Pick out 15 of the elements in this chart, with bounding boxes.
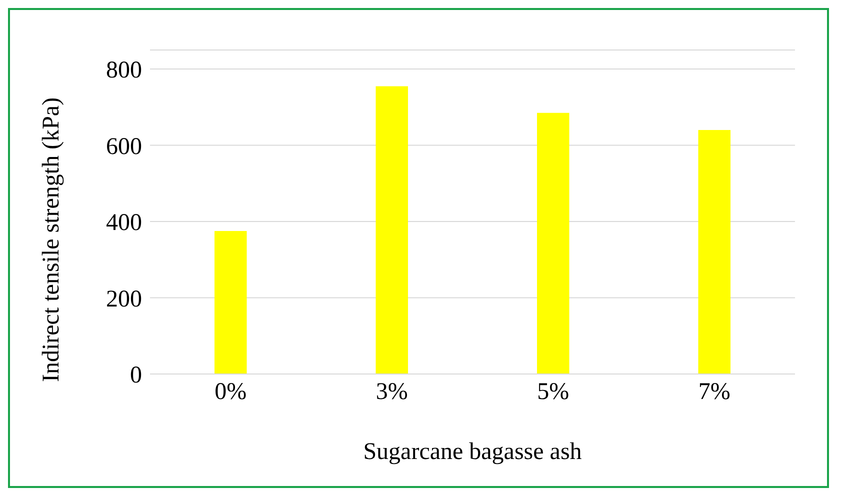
y-tick-label: 400 xyxy=(106,210,142,236)
y-tick-label: 600 xyxy=(106,134,142,160)
x-tick-label: 5% xyxy=(537,379,570,406)
x-tick-label: 0% xyxy=(214,379,247,406)
bar xyxy=(376,86,408,374)
bar xyxy=(537,112,570,374)
y-tick-label: 200 xyxy=(106,286,142,312)
y-tick-label: 800 xyxy=(106,58,142,84)
bar xyxy=(214,231,247,374)
y-axis-title: Indirect tensile strength (kPa) xyxy=(38,97,65,382)
y-tick-label: 0 xyxy=(130,362,142,389)
x-tick-label: 3% xyxy=(376,379,408,406)
bar xyxy=(698,130,730,374)
x-axis-title: Sugarcane bagasse ash xyxy=(363,439,582,465)
x-tick-label: 7% xyxy=(698,379,730,406)
